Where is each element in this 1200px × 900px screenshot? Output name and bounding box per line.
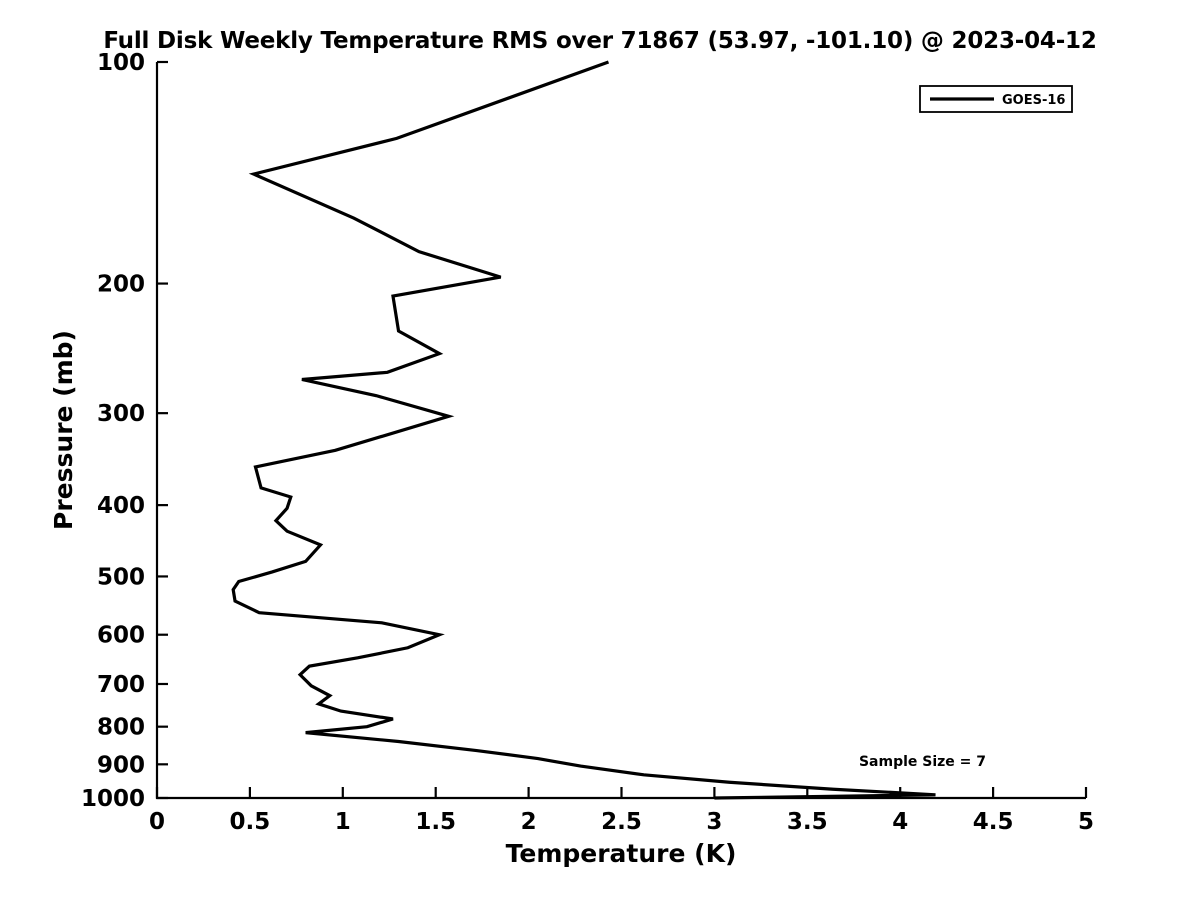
x-tick-label: 1 — [335, 809, 351, 835]
y-tick-label: 700 — [97, 672, 145, 698]
y-tick-label: 1000 — [81, 786, 145, 812]
series-line-goes-16 — [231, 60, 936, 800]
y-tick-label: 900 — [97, 752, 145, 778]
x-tick-label: 2.5 — [601, 809, 642, 835]
x-axis-ticks: 0 0.5 1 1.5 2 2.5 3 3.5 4 4.5 5 — [149, 787, 1094, 835]
y-tick-label: 200 — [97, 272, 145, 298]
y-tick-label: 300 — [97, 401, 145, 427]
x-tick-label: 2 — [521, 809, 537, 835]
x-tick-label: 3.5 — [787, 809, 828, 835]
x-tick-label: 4.5 — [973, 809, 1014, 835]
x-tick-label: 5 — [1078, 809, 1094, 835]
y-tick-label: 100 — [97, 50, 145, 76]
y-tick-label: 600 — [97, 623, 145, 649]
y-tick-label: 800 — [97, 715, 145, 741]
data-series-group — [231, 60, 936, 800]
x-axis-label: Temperature (K) — [506, 839, 737, 868]
x-tick-label: 0.5 — [230, 809, 271, 835]
y-axis-label: Pressure (mb) — [49, 330, 78, 530]
x-tick-label: 0 — [149, 809, 165, 835]
x-tick-label: 4 — [892, 809, 908, 835]
annotation-sample-size: Sample Size = 7 — [859, 754, 986, 770]
y-tick-label: 500 — [97, 564, 145, 590]
page-title: Full Disk Weekly Temperature RMS over 71… — [103, 28, 1097, 54]
axis-frame — [155, 62, 1086, 800]
y-axis-ticks: 100 200 300 400 500 600 700 800 900 1000 — [81, 50, 168, 812]
x-tick-label: 3 — [706, 809, 722, 835]
annotations-group: Sample Size = 7 — [859, 754, 986, 770]
y-tick-label: 400 — [97, 493, 145, 519]
legend[interactable]: GOES-16 — [919, 85, 1073, 113]
legend-label-goes-16: GOES-16 — [1002, 93, 1065, 108]
x-tick-label: 1.5 — [415, 809, 456, 835]
